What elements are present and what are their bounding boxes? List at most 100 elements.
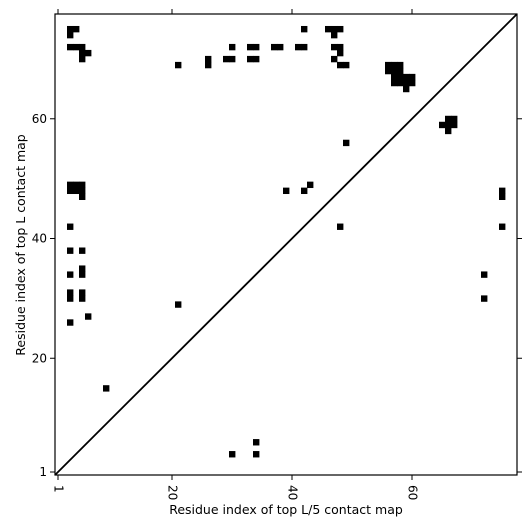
contact-cell xyxy=(397,79,404,87)
contact-cell xyxy=(445,121,452,129)
contact-cell xyxy=(79,49,86,57)
contact-cell xyxy=(67,289,74,296)
contact-cell xyxy=(67,187,74,195)
contact-cell xyxy=(79,193,86,200)
contact-cell xyxy=(253,439,260,446)
contact-cell xyxy=(247,55,254,63)
contact-cell xyxy=(79,43,86,51)
contact-cell xyxy=(307,181,314,189)
contact-cell xyxy=(79,271,86,278)
contact-cell xyxy=(79,187,86,195)
contact-cell xyxy=(481,271,488,278)
contact-cell xyxy=(175,301,182,308)
contact-cell xyxy=(331,55,338,63)
contact-cell xyxy=(79,55,86,63)
contact-cell xyxy=(499,193,506,200)
contact-cell xyxy=(409,73,416,81)
contact-cell xyxy=(301,43,308,51)
contact-cell xyxy=(73,181,80,189)
contact-cell xyxy=(253,55,260,63)
contact-cell xyxy=(445,115,452,123)
contact-cell xyxy=(73,25,80,33)
contact-cell xyxy=(445,127,452,135)
contact-cell xyxy=(175,61,182,69)
contact-cell xyxy=(331,43,338,51)
contact-cell xyxy=(73,43,80,51)
contact-cell xyxy=(253,43,260,51)
contact-cell xyxy=(229,43,236,51)
x-axis-label: Residue index of top L/5 contact map xyxy=(169,502,403,517)
contact-cell xyxy=(403,73,410,81)
contact-cell xyxy=(67,295,74,302)
y-tick-label: 40 xyxy=(32,232,47,246)
contact-cell xyxy=(337,49,344,57)
contact-cell xyxy=(301,187,308,195)
contact-cell xyxy=(85,49,92,57)
y-tick-label: 20 xyxy=(32,351,47,365)
contact-cell xyxy=(403,79,410,87)
contact-cell xyxy=(337,43,344,51)
contact-cell xyxy=(67,25,74,33)
y-tick-label: 1 xyxy=(39,465,47,479)
contact-cell xyxy=(223,55,230,63)
contact-cell xyxy=(247,43,254,51)
contact-cell xyxy=(391,79,398,87)
contact-cell xyxy=(79,265,86,272)
contact-cell xyxy=(337,223,344,230)
contact-cell xyxy=(391,61,398,69)
contact-cell xyxy=(451,121,458,129)
contact-cell xyxy=(391,73,398,81)
contact-cell xyxy=(397,73,404,81)
contact-cell xyxy=(205,55,212,63)
contact-cell xyxy=(67,181,74,189)
x-tick-label: 60 xyxy=(406,485,420,500)
contact-cell xyxy=(403,85,410,93)
contact-cell xyxy=(205,61,212,69)
x-tick-label: 1 xyxy=(52,485,66,493)
contact-cell xyxy=(451,115,458,123)
contact-cell xyxy=(385,61,392,69)
contact-cell xyxy=(499,223,506,230)
contact-cell xyxy=(481,295,488,302)
contact-cell xyxy=(277,43,284,51)
contact-cell xyxy=(397,67,404,75)
contact-cell xyxy=(67,271,74,278)
contact-cell xyxy=(253,451,260,458)
contact-cell xyxy=(283,187,290,195)
contact-cell xyxy=(331,31,338,39)
x-tick-label: 40 xyxy=(286,485,300,500)
contact-cell xyxy=(337,61,344,69)
contact-cells xyxy=(67,25,506,458)
contact-cell xyxy=(271,43,278,51)
contact-cell xyxy=(325,25,332,33)
contact-cell xyxy=(103,385,110,392)
y-axis-label: Residue index of top L contact map xyxy=(13,134,28,355)
contact-cell xyxy=(79,247,86,254)
contact-cell xyxy=(439,121,446,129)
x-tick-label: 20 xyxy=(166,485,180,500)
contact-cell xyxy=(385,67,392,75)
contact-cell xyxy=(67,31,74,39)
plot-frame xyxy=(54,13,518,476)
diagonal-line xyxy=(54,13,518,476)
contact-cell xyxy=(409,79,416,87)
contact-cell xyxy=(397,61,404,69)
contact-cell xyxy=(79,181,86,189)
contact-cell xyxy=(67,223,74,230)
contact-cell xyxy=(67,319,74,326)
contact-cell xyxy=(343,61,350,69)
contact-cell xyxy=(343,139,350,147)
contact-cell xyxy=(391,67,398,75)
contact-cell xyxy=(295,43,302,51)
contact-cell xyxy=(337,25,344,33)
y-tick-label: 60 xyxy=(32,112,47,126)
contact-cell xyxy=(331,25,338,33)
contact-cell xyxy=(79,295,86,302)
contact-cell xyxy=(85,313,92,320)
contact-cell xyxy=(73,187,80,195)
axis-ticks: 1 20 40 60 1 20 40 60 xyxy=(32,9,522,500)
contact-cell xyxy=(499,187,506,195)
contact-cell xyxy=(79,289,86,296)
contact-cell xyxy=(229,451,236,458)
